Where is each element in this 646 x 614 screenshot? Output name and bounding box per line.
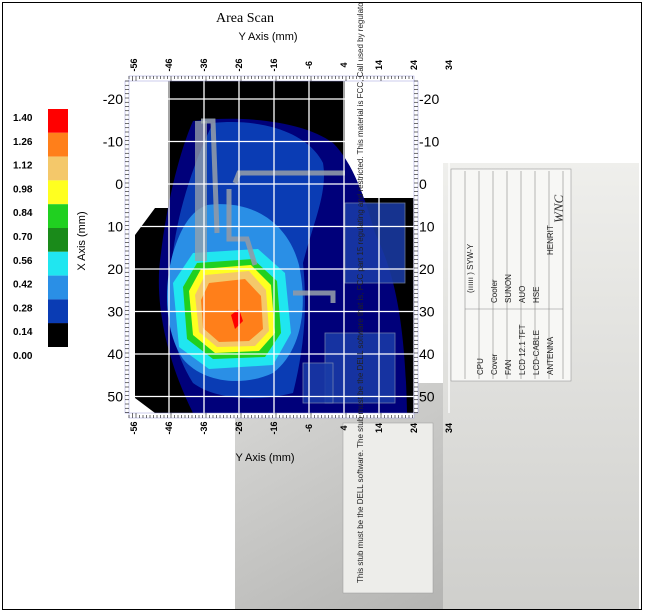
area-scan-chart: -56 -46 -36 -26 -16 -6 4 14 24 34 -56 -46 -36 -26 -16… (13, 3, 639, 609)
x-ticks-top: -56 -46 -36 -26 -16 -6 4 14 24 34 (129, 58, 454, 71)
y-tick-label: 50 (419, 389, 435, 405)
legend-label: 0.42 (13, 280, 33, 291)
label-row-cover: Cover (490, 353, 499, 375)
x-tick-label: -26 (234, 421, 244, 434)
legend-label: 1.12 (13, 161, 33, 172)
y-tick-label: -20 (103, 91, 123, 107)
legend-swatch (48, 228, 68, 252)
legend-swatch (48, 180, 68, 205)
sticker-text: This stub must be the DELL software. The… (356, 3, 365, 583)
x-tick-label: -26 (234, 58, 244, 71)
x-axis-label-bottom: Y Axis (mm) (235, 452, 294, 464)
legend-swatch (48, 204, 68, 228)
legend-swatch (48, 251, 68, 276)
board-component (324, 332, 396, 404)
x-tick-label: -46 (164, 58, 174, 71)
field-orange (201, 279, 263, 342)
x-tick-label: -36 (199, 421, 209, 434)
x-tick-label: -6 (304, 61, 314, 69)
vendor-hse: HSE (532, 287, 541, 303)
heatmap (129, 81, 414, 413)
x-tick-label: 24 (409, 423, 419, 433)
label-row-antenna: ANTENNA (546, 336, 555, 375)
legend-swatch (48, 156, 68, 181)
legend-label: 0.28 (13, 303, 33, 314)
x-tick-label: 34 (444, 423, 454, 433)
y-tick-label: 0 (115, 176, 123, 192)
device-photo (235, 163, 639, 609)
x-tick-label: 14 (374, 423, 384, 433)
y-tick-label: 30 (107, 304, 123, 320)
legend-swatch (48, 109, 68, 133)
x-tick-label: -6 (304, 424, 314, 432)
y-tick-label: 40 (419, 346, 435, 362)
x-tick-label: -46 (164, 421, 174, 434)
legend-swatch (48, 275, 68, 300)
legend-label: 0.98 (13, 184, 33, 195)
vendor-auo: AUO (518, 286, 527, 303)
y-ticks-right: -20 -10 0 10 20 30 40 50 (419, 91, 439, 405)
warning-sticker: This stub must be the DELL software. The… (356, 3, 365, 583)
label-row-lcd-cable: LCD-CABLE (532, 330, 541, 375)
y-tick-label: 50 (107, 389, 123, 405)
x-tick-label: -16 (269, 58, 279, 71)
x-tick-label: 14 (374, 60, 384, 70)
axis-ruler (124, 75, 419, 419)
y-tick-label: 30 (419, 304, 435, 320)
legend-label: 0.56 (13, 256, 33, 267)
color-legend: 1.40 1.26 1.12 0.98 0.84 0.70 0.56 0.42 0.28 0.14… (13, 109, 68, 362)
label-row-lcd: LCD 12.1 TFT (518, 324, 527, 375)
x-ticks-bottom: -56 -46 -36 -26 -16 -6 4 14 24 34 (129, 421, 454, 434)
vendor-cooler: Cooler (490, 279, 499, 303)
x-axis-label-top: Y Axis (mm) (238, 31, 297, 43)
legend-swatch (48, 299, 68, 324)
x-tick-label: 24 (409, 60, 419, 70)
legend-label: 0.70 (13, 232, 33, 243)
barcode-label: (ıııııı ) SYW-Y (466, 243, 475, 293)
label-row-fan: FAN (504, 359, 513, 375)
brand-logo: WNC (551, 195, 566, 224)
y-tick-label: 20 (107, 261, 123, 277)
y-tick-label: 20 (419, 261, 435, 277)
field-peak (231, 309, 243, 329)
y-tick-label: -10 (419, 134, 439, 150)
legend-label: 1.26 (13, 137, 33, 148)
y-tick-label: -20 (419, 91, 439, 107)
chart-title: Area Scan (216, 11, 274, 26)
y-axis-label: X Axis (mm) (76, 211, 88, 270)
y-tick-label: 0 (419, 176, 427, 192)
y-tick-label: 40 (107, 346, 123, 362)
y-ticks-left: -20 -10 0 10 20 30 40 50 (103, 91, 123, 405)
legend-label: 1.40 (13, 113, 33, 124)
y-tick-label: 10 (419, 219, 435, 235)
x-tick-label: 34 (444, 60, 454, 70)
board-component (344, 202, 406, 284)
legend-label: 0.84 (13, 208, 33, 219)
x-tick-label: -36 (199, 58, 209, 71)
component-label-sheet: (ıııııı ) SYW-Y CPU Cover FAN LCD 12.1 T… (466, 195, 566, 376)
top-ruler-band (128, 75, 415, 82)
legend-swatch (48, 323, 68, 347)
legend-label: 0.14 (13, 327, 33, 338)
vendor-henrit: HENRIT (546, 225, 555, 255)
x-tick-label: 4 (339, 62, 349, 67)
bottom-ruler-band (128, 412, 415, 419)
y-tick-label: -10 (103, 134, 123, 150)
x-tick-label: -56 (129, 58, 139, 71)
y-tick-label: 10 (107, 219, 123, 235)
legend-label: 0.00 (13, 351, 33, 362)
vendor-sunon: SUNON (504, 274, 513, 303)
x-tick-label: -56 (129, 421, 139, 434)
x-tick-label: 4 (339, 425, 349, 430)
label-row-cpu: CPU (476, 358, 485, 375)
x-tick-label: -16 (269, 421, 279, 434)
legend-swatch (48, 132, 68, 157)
